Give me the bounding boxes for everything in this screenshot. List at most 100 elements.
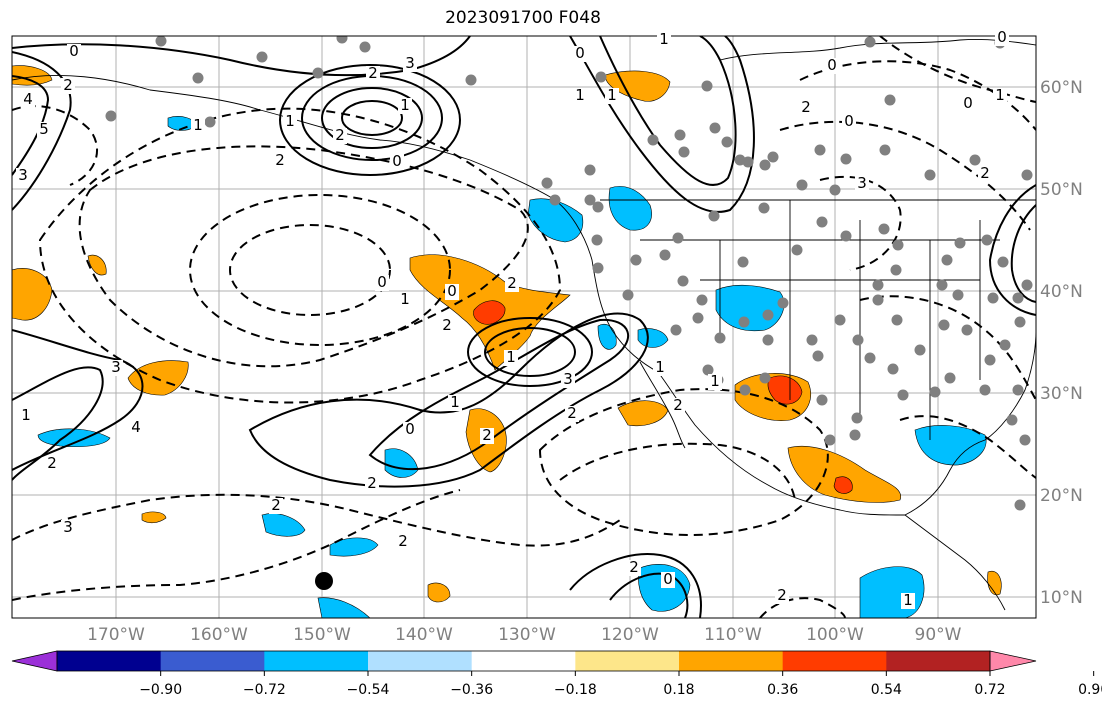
contour-label-bg — [573, 88, 587, 104]
shade-blue-11 — [317, 597, 371, 618]
contour-label-bg — [333, 128, 347, 144]
contour-label: 1 — [193, 116, 203, 134]
shade-blue-5 — [859, 566, 925, 618]
colorbar-tick-label: 0.54 — [871, 682, 902, 698]
shade-blue-6 — [37, 428, 111, 448]
station-dot — [829, 184, 841, 196]
contour-label-bg — [403, 56, 417, 72]
station-dot — [672, 232, 684, 244]
station-dot — [1012, 292, 1024, 304]
contour-line — [859, 295, 1036, 401]
longitude-label: 130°W — [498, 625, 556, 645]
state-borders — [600, 199, 1036, 440]
shade-orange-13 — [987, 570, 1002, 596]
contour-label-bg — [191, 118, 205, 134]
contour-label: 1 — [450, 393, 460, 411]
latitude-label: 20°N — [1040, 486, 1083, 506]
contour-label-bg — [978, 166, 992, 182]
colorbar-tick-label: 0.72 — [974, 682, 1005, 698]
contour-label: 1 — [655, 358, 665, 376]
station-dot — [1014, 316, 1026, 328]
contour-label: 2 — [980, 164, 990, 182]
contour-label-bg — [657, 32, 671, 48]
contour-label: 2 — [63, 76, 73, 94]
station-dot — [709, 122, 721, 134]
map-frame — [11, 35, 1037, 619]
contour-label: 2 — [482, 426, 492, 444]
station-dot — [1012, 384, 1024, 396]
station-dot — [987, 292, 999, 304]
station-dot — [941, 254, 953, 266]
contour-label-bg — [561, 372, 575, 388]
contour-label-bg — [440, 318, 454, 334]
contour-label: 4 — [23, 90, 33, 108]
colorbar-tick-label: 0.36 — [767, 682, 798, 698]
contour-label-bg — [565, 406, 579, 422]
contour-label: 1 — [400, 96, 410, 114]
contour-line — [12, 489, 461, 601]
dashed-contours — [12, 36, 1036, 618]
map-panel — [11, 35, 1037, 619]
station-dot — [961, 324, 973, 336]
shade-orange-10 — [12, 65, 53, 86]
coastline-gulf — [904, 329, 1036, 516]
shade-red-1 — [473, 300, 506, 325]
colorbar — [11, 650, 1037, 672]
colorbar-segment — [886, 651, 991, 671]
contour-label: 0 — [575, 44, 585, 62]
contour-label-bg — [504, 350, 518, 366]
contour-ring — [484, 327, 576, 377]
contour-label: 2 — [777, 586, 787, 604]
contour-label-bg — [480, 428, 494, 444]
shade-orange-9 — [427, 582, 451, 603]
station-dot — [814, 144, 826, 156]
contour-label-bg — [109, 360, 123, 376]
contour-label-bg — [993, 88, 1007, 104]
contour-label: 2 — [629, 558, 639, 576]
station-dot — [892, 239, 904, 251]
station-dot — [777, 297, 789, 309]
station-dot — [541, 177, 553, 189]
station-dot — [887, 363, 899, 375]
contour-label: 3 — [63, 518, 73, 536]
station-dot — [878, 223, 890, 235]
station-dot — [840, 153, 852, 165]
contour-label: 3 — [18, 166, 28, 184]
contour-label: 1 — [659, 30, 669, 48]
station-dot — [979, 384, 991, 396]
contour-label-bg — [855, 176, 869, 192]
colorbar-tick-label: −0.36 — [450, 682, 493, 698]
location-marker — [315, 572, 333, 590]
station-dot — [1021, 169, 1033, 181]
station-dot — [806, 334, 818, 346]
contour-label-bg — [505, 276, 519, 292]
colorbar-frame — [56, 650, 991, 672]
contour-label-bg — [398, 292, 412, 308]
contour-line — [988, 184, 1036, 316]
station-dot — [840, 230, 852, 242]
contour-label: 0 — [827, 56, 837, 74]
colorbar-segment — [368, 651, 473, 671]
colorbar-segment — [679, 651, 784, 671]
station-dot — [702, 364, 714, 376]
contour-label-bg — [269, 498, 283, 514]
shade-orange-11 — [87, 254, 107, 276]
station-dot — [816, 394, 828, 406]
contour-line — [899, 415, 1036, 479]
station-dot — [824, 434, 836, 446]
contour-label: 0 — [963, 94, 973, 112]
station-dot — [758, 202, 770, 214]
longitude-label: 110°W — [704, 625, 762, 645]
colorbar-tick-label: −0.18 — [554, 682, 597, 698]
longitude-label: 90°W — [915, 625, 962, 645]
contour-line — [12, 36, 471, 77]
contour-label-bg — [37, 122, 51, 138]
longitude-label: 120°W — [601, 625, 659, 645]
station-dot — [914, 344, 926, 356]
station-dot — [936, 279, 948, 291]
station-dot — [812, 350, 824, 362]
station-dot — [336, 36, 348, 44]
contour-label: 2 — [335, 126, 345, 144]
colorbar-segment — [471, 651, 576, 671]
station-dot — [595, 71, 607, 83]
